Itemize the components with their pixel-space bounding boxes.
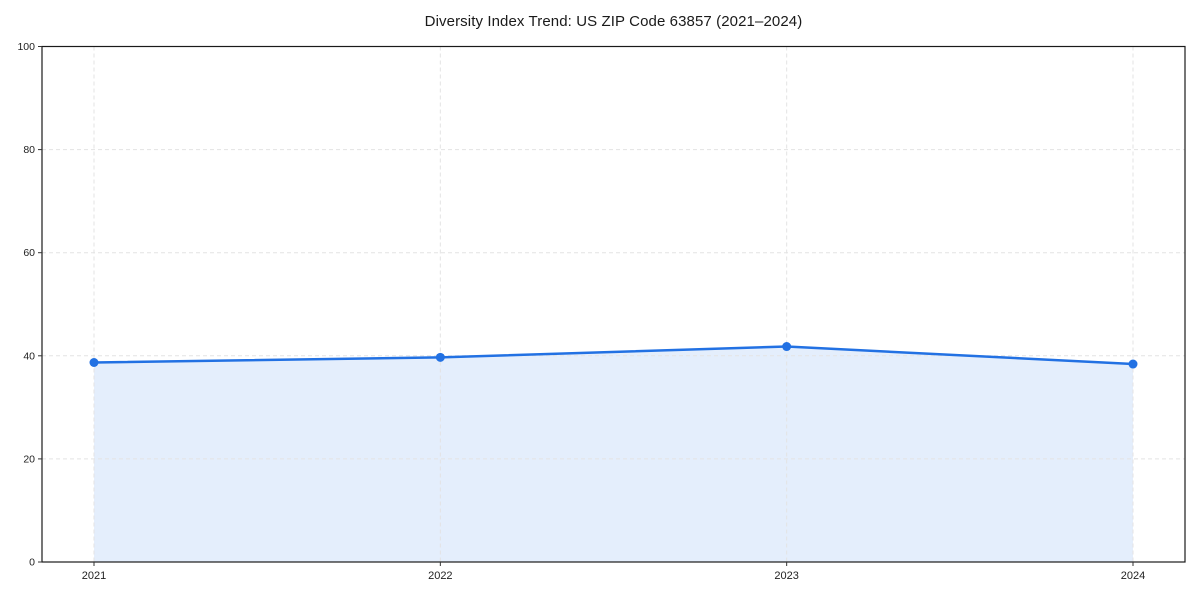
data-point-2021 <box>89 358 99 368</box>
x-tick-label: 2022 <box>428 570 452 582</box>
y-tick-label: 0 <box>29 557 35 569</box>
chart-title: Diversity Index Trend: US ZIP Code 63857… <box>424 13 803 30</box>
data-point-2023 <box>782 342 792 352</box>
x-tick-label: 2021 <box>82 570 106 582</box>
y-tick-label: 100 <box>17 41 35 53</box>
y-tick-label: 40 <box>23 350 35 362</box>
y-tick-label: 60 <box>23 247 35 259</box>
trend-line <box>92 345 1135 366</box>
y-tick-label: 80 <box>23 144 35 156</box>
x-tick-label: 2023 <box>774 570 798 582</box>
area-fill <box>94 346 1133 562</box>
x-tick-label: 2024 <box>1121 570 1145 582</box>
plot-border <box>41 45 1186 563</box>
data-point-2022 <box>435 352 445 362</box>
data-point-2024 <box>1128 359 1138 369</box>
y-tick-label: 20 <box>23 453 35 465</box>
